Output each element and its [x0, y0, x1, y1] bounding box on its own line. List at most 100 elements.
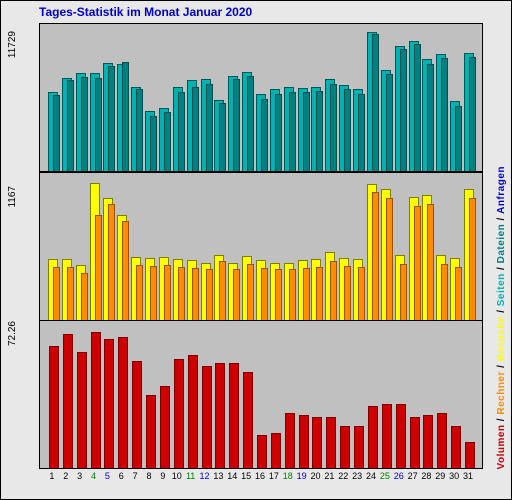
bar-volumen: [104, 339, 114, 469]
bar-volumen: [299, 415, 309, 469]
x-tick-label: 20: [308, 471, 322, 481]
x-tick-label: 13: [211, 471, 225, 481]
bar-besuche: [261, 268, 268, 321]
bar-volumen: [77, 352, 87, 469]
bar-dateien: [441, 58, 448, 172]
bar-dateien: [95, 78, 102, 172]
bar-besuche: [108, 204, 115, 321]
x-tick-label: 4: [87, 471, 101, 481]
bar-besuche: [67, 267, 74, 321]
bar-besuche: [441, 264, 448, 321]
bar-dateien: [358, 94, 365, 172]
bar-volumen: [132, 361, 142, 469]
x-tick-label: 9: [156, 471, 170, 481]
bar-volumen: [382, 404, 392, 469]
bar-besuche: [289, 269, 296, 321]
chart-title: Tages-Statistik im Monat Januar 2020: [39, 5, 252, 19]
bar-volumen: [91, 332, 101, 469]
x-tick-label: 27: [406, 471, 420, 481]
bar-volumen: [396, 404, 406, 469]
x-tick-label: 2: [59, 471, 73, 481]
bar-besuche: [219, 261, 226, 321]
bar-besuche: [372, 192, 379, 321]
bar-volumen: [271, 433, 281, 469]
legend: Volumen / Rechner / Besuche / Seiten / D…: [496, 166, 507, 469]
panel-anfragen-dateien: [40, 24, 482, 172]
bar-besuche: [414, 206, 421, 321]
bar-volumen: [118, 337, 128, 469]
bar-besuche: [344, 266, 351, 321]
x-tick-label: 15: [239, 471, 253, 481]
bar-dateien: [247, 76, 254, 172]
bar-dateien: [219, 103, 226, 172]
bar-besuche: [192, 268, 199, 321]
bar-volumen: [49, 346, 59, 469]
y-axis-label-bottom: 72.26: [7, 321, 18, 346]
bar-volumen: [243, 372, 253, 469]
bar-besuche: [122, 221, 129, 321]
bar-dateien: [427, 64, 434, 172]
bar-dateien: [400, 49, 407, 172]
x-tick-label: 14: [225, 471, 239, 481]
x-tick-label: 17: [267, 471, 281, 481]
x-tick-label: 8: [142, 471, 156, 481]
x-tick-label: 26: [392, 471, 406, 481]
bar-volumen: [368, 406, 378, 469]
legend-separator: /: [496, 361, 507, 371]
legend-separator: /: [496, 213, 507, 223]
x-tick-label: 11: [184, 471, 198, 481]
bar-dateien: [303, 92, 310, 172]
x-axis-labels: 1234567891011121314151617181920212223242…: [39, 471, 483, 485]
x-tick-label: 1: [45, 471, 59, 481]
bar-dateien: [150, 116, 157, 172]
bar-dateien: [275, 94, 282, 172]
bar-dateien: [164, 112, 171, 172]
bar-volumen: [451, 426, 461, 469]
x-tick-label: 10: [170, 471, 184, 481]
bar-volumen: [146, 395, 156, 469]
x-tick-label: 25: [378, 471, 392, 481]
bar-volumen: [410, 417, 420, 469]
bar-volumen: [285, 413, 295, 469]
x-tick-label: 31: [461, 471, 475, 481]
panel-volumen: [40, 320, 482, 469]
bar-besuche: [95, 215, 102, 321]
bar-dateien: [122, 62, 129, 172]
legend-separator: /: [496, 263, 507, 273]
legend-item: Volumen: [496, 424, 507, 469]
plot-area: [39, 23, 483, 469]
bar-dateien: [386, 74, 393, 172]
chart-container: Tages-Statistik im Monat Januar 2020 117…: [0, 0, 512, 500]
x-tick-label: 23: [350, 471, 364, 481]
bar-dateien: [455, 106, 462, 173]
x-tick-label: 21: [322, 471, 336, 481]
legend-item: Besuche: [496, 316, 507, 361]
bar-volumen: [354, 426, 364, 469]
bar-dateien: [469, 57, 476, 172]
bar-volumen: [63, 334, 73, 469]
bar-besuche: [150, 266, 157, 321]
x-tick-label: 22: [336, 471, 350, 481]
bar-volumen: [326, 417, 336, 469]
x-tick-label: 24: [364, 471, 378, 481]
bar-besuche: [330, 261, 337, 321]
legend-separator: /: [496, 414, 507, 424]
legend-separator: /: [496, 306, 507, 316]
x-tick-label: 19: [295, 471, 309, 481]
bar-besuche: [178, 267, 185, 321]
bar-dateien: [192, 87, 199, 172]
bar-besuche: [316, 267, 323, 321]
bar-besuche: [455, 267, 462, 321]
bar-besuche: [303, 268, 310, 321]
bar-besuche: [358, 267, 365, 321]
bar-besuche: [400, 264, 407, 321]
bar-besuche: [136, 265, 143, 321]
bar-dateien: [289, 92, 296, 172]
x-tick-label: 16: [253, 471, 267, 481]
bar-volumen: [174, 359, 184, 469]
bar-besuche: [164, 265, 171, 321]
bar-besuche: [386, 198, 393, 321]
x-tick-label: 12: [198, 471, 212, 481]
bar-dateien: [108, 66, 115, 172]
y-axis-label-middle: 1167: [7, 186, 18, 208]
